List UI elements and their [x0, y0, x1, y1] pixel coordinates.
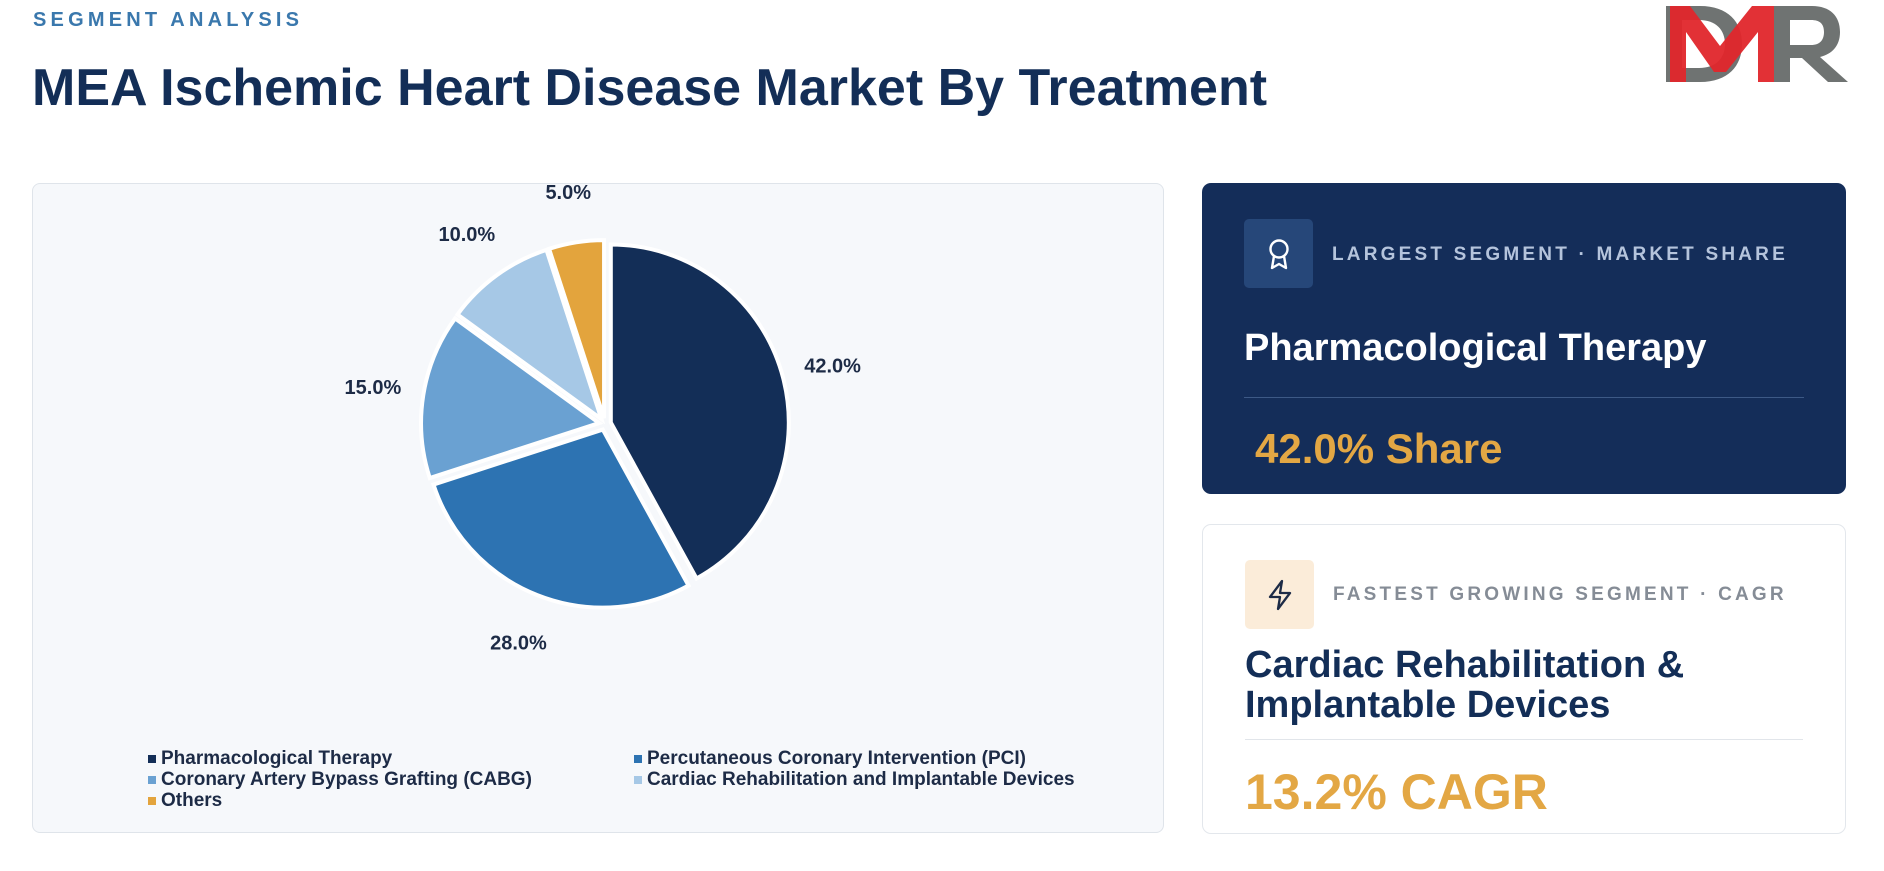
legend-item-others: Others [148, 790, 634, 811]
legend-label: Pharmacological Therapy [161, 747, 393, 769]
page-title: MEA Ischemic Heart Disease Market By Tre… [32, 59, 1268, 117]
legend-swatch [634, 775, 642, 784]
legend-label: Others [161, 789, 223, 811]
largest-segment-card: LARGEST SEGMENT · MARKET SHARE Pharmacol… [1202, 183, 1846, 494]
fastest-growing-cagr: 13.2% CAGR [1245, 764, 1548, 820]
legend-item-pharmacological-therapy: Pharmacological Therapy [148, 748, 634, 769]
pie-slice-percutaneous-coronary-intervention-pci [430, 427, 692, 610]
legend-label: Coronary Artery Bypass Grafting (CABG) [161, 768, 532, 790]
largest-segment-kicker: LARGEST SEGMENT · MARKET SHARE [1332, 244, 1788, 265]
lightning-icon [1268, 579, 1291, 610]
pie-chart: 42.0% 28.0% 15.0% 10.0% 5.0% [345, 184, 862, 654]
legend-swatch [148, 775, 156, 784]
fastest-growing-card: FASTEST GROWING SEGMENT · CAGR Cardiac R… [1202, 524, 1846, 834]
pie-slice-cardiac-rehabilitation-and-implantable-devices [454, 247, 606, 425]
fastest-growing-kicker: FASTEST GROWING SEGMENT · CAGR [1333, 584, 1787, 605]
legend-label: Percutaneous Coronary Intervention (PCI) [647, 747, 1027, 769]
largest-segment-name: Pharmacological Therapy [1244, 327, 1707, 369]
award-icon [1268, 238, 1289, 269]
legend-item-cardiac-rehabilitation-and-implantable-devices: Cardiac Rehabilitation and Implantable D… [634, 769, 1134, 790]
legend-swatch [148, 754, 156, 763]
divider [1245, 739, 1803, 740]
largest-segment-share: 42.0% Share [1255, 425, 1503, 472]
logo-letter-m [1670, 6, 1774, 82]
pie-label-percutaneous-coronary-intervention-pci: 28.0% [490, 632, 547, 654]
eyebrow-label: SEGMENT ANALYSIS [33, 9, 304, 31]
pie-slice-others [546, 238, 607, 419]
legend-swatch [148, 796, 156, 805]
pie-label-pharmacological-therapy: 42.0% [804, 356, 861, 378]
pie-slice-pharmacological-therapy [608, 242, 791, 582]
fastest-growing-name: Cardiac Rehabilitation & Implantable Dev… [1245, 644, 1685, 726]
legend-swatch [634, 754, 642, 763]
pie-label-cardiac-rehabilitation-and-implantable-devices: 10.0% [439, 224, 496, 246]
legend-item-coronary-artery-bypass-grafting-cabg: Coronary Artery Bypass Grafting (CABG) [148, 769, 634, 790]
legend-item-percutaneous-coronary-intervention-pci: Percutaneous Coronary Intervention (PCI) [634, 748, 1134, 769]
logo-letter-r [1774, 6, 1848, 82]
lightning-icon-box [1245, 560, 1314, 629]
pie-label-others: 5.0% [545, 184, 591, 204]
legend-label: Cardiac Rehabilitation and Implantable D… [647, 768, 1075, 790]
dmr-logo [1666, 6, 1848, 82]
divider [1244, 397, 1804, 398]
pie-slice-coronary-artery-bypass-grafting-cabg [419, 315, 604, 481]
chart-legend: Pharmacological Therapy Percutaneous Coro… [148, 748, 1148, 811]
chart-card: 42.0% 28.0% 15.0% 10.0% 5.0% Pharmacological… [32, 183, 1164, 833]
pie-label-coronary-artery-bypass-grafting-cabg: 15.0% [345, 377, 402, 399]
award-icon-box [1244, 219, 1313, 288]
